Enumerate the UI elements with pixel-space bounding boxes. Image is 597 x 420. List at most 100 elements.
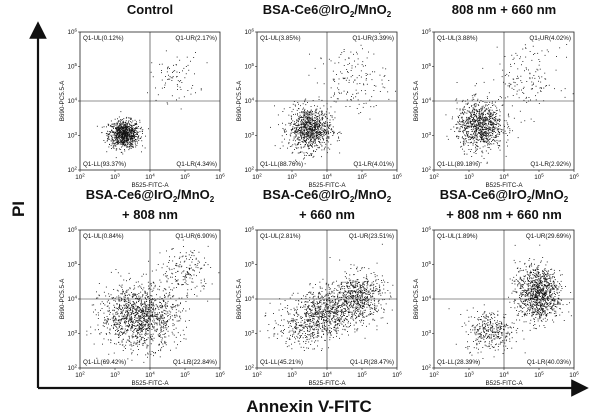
event-dot <box>484 110 486 112</box>
event-dot <box>351 96 352 97</box>
event-dot <box>137 306 139 307</box>
event-dot <box>129 320 131 322</box>
event-dot <box>317 132 319 133</box>
event-dot <box>124 126 126 128</box>
event-dot <box>483 131 485 133</box>
event-dot <box>482 125 484 127</box>
event-dot <box>485 116 487 118</box>
event-dot <box>459 129 461 131</box>
event-dot <box>475 115 477 117</box>
event-dot <box>463 107 465 109</box>
event-dot <box>94 329 96 331</box>
event-dot <box>144 291 146 292</box>
event-dot <box>329 310 331 312</box>
event-dot <box>516 78 518 79</box>
event-dot <box>476 111 478 113</box>
event-dot <box>131 352 133 354</box>
event-dot <box>311 138 312 140</box>
event-dot <box>165 302 166 304</box>
event-dot <box>118 297 120 299</box>
event-dot <box>336 74 337 75</box>
event-dot <box>461 101 463 103</box>
event-dot <box>130 129 132 131</box>
event-dot <box>457 127 459 129</box>
event-dot <box>293 124 295 125</box>
event-dot <box>463 141 465 143</box>
event-dot <box>508 82 510 84</box>
event-dot <box>297 121 299 123</box>
event-dot <box>480 100 482 101</box>
event-dot <box>117 130 119 131</box>
event-dot <box>184 77 186 79</box>
event-dot <box>488 129 489 131</box>
event-dot <box>119 135 120 137</box>
event-dot <box>541 50 543 52</box>
event-dot <box>321 145 323 147</box>
event-dot <box>296 128 297 129</box>
event-dot <box>331 128 332 130</box>
event-dot <box>484 120 486 122</box>
event-dot <box>507 135 508 136</box>
event-dot <box>471 141 472 143</box>
event-dot <box>319 122 321 124</box>
event-dot <box>486 127 487 129</box>
event-dot <box>282 145 284 147</box>
event-dot <box>495 137 497 138</box>
event-dot <box>482 105 484 107</box>
event-dot <box>124 141 126 143</box>
event-dot <box>171 306 173 308</box>
event-dot <box>317 128 319 130</box>
event-dot <box>323 333 325 335</box>
event-dot <box>318 129 320 131</box>
event-dot <box>365 78 367 79</box>
event-dot <box>487 143 489 145</box>
event-dot <box>116 303 117 305</box>
event-dot <box>495 110 497 112</box>
event-dot <box>310 106 312 107</box>
event-dot <box>482 138 484 140</box>
event-dot <box>483 122 485 123</box>
event-dot <box>136 132 138 134</box>
event-dot <box>301 119 303 121</box>
event-dot <box>115 141 117 143</box>
event-dot <box>149 326 150 327</box>
event-dot <box>486 134 487 136</box>
event-dot <box>179 72 180 73</box>
event-dot <box>313 113 315 115</box>
event-dot <box>155 87 156 89</box>
event-dot <box>129 344 131 346</box>
event-dot <box>312 129 313 130</box>
event-dot <box>477 119 479 121</box>
event-dot <box>178 266 180 268</box>
event-dot <box>121 144 123 145</box>
event-dot <box>162 319 164 321</box>
event-dot <box>127 139 128 141</box>
event-dot <box>526 96 527 98</box>
event-dot <box>126 136 128 138</box>
event-dot <box>315 136 317 138</box>
event-dot <box>467 132 469 134</box>
event-dot <box>188 363 190 365</box>
event-dot <box>483 125 484 127</box>
event-dot <box>118 140 119 142</box>
event-dot <box>129 279 130 281</box>
event-dot <box>186 271 188 273</box>
event-dot <box>143 325 145 326</box>
event-dot <box>118 133 120 135</box>
event-dot <box>184 276 186 278</box>
event-dot <box>314 127 316 129</box>
event-dot <box>318 147 320 149</box>
event-dot <box>189 268 191 269</box>
event-dot <box>140 128 142 130</box>
event-dot <box>146 315 148 317</box>
event-dot <box>481 131 482 132</box>
event-dot <box>140 296 142 298</box>
event-dot <box>105 295 107 297</box>
event-dot <box>312 156 314 158</box>
event-dot <box>309 147 310 149</box>
event-dot <box>341 309 343 311</box>
event-dot <box>485 118 486 120</box>
event-dot <box>491 115 493 117</box>
event-dot <box>323 327 325 329</box>
